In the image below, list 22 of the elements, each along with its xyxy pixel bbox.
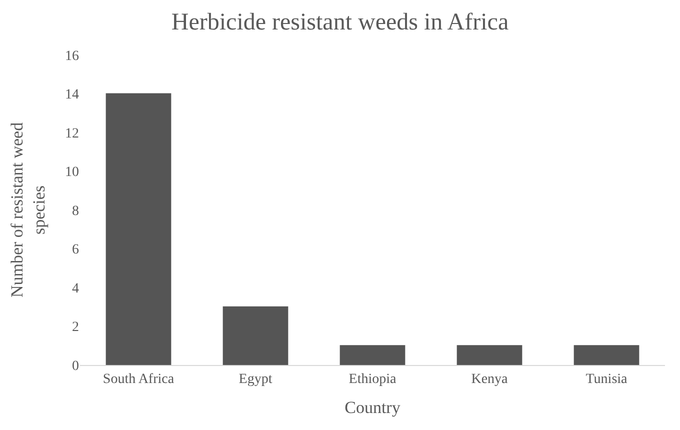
y-tick-label: 6 — [72, 242, 79, 258]
bar — [574, 345, 640, 365]
y-tick-label: 16 — [65, 48, 79, 64]
x-axis-title: Country — [344, 398, 401, 418]
bar — [456, 345, 522, 365]
x-tick-label: Ethiopia — [348, 372, 397, 387]
y-tick-label: 0 — [72, 358, 79, 374]
x-tick-label: South Africa — [102, 372, 175, 387]
y-tick-label: 14 — [65, 88, 79, 103]
y-axis-title: Number of resistant weed species — [7, 122, 49, 298]
y-tick-label: 4 — [72, 281, 79, 296]
bar — [340, 345, 406, 365]
bar — [106, 93, 172, 365]
y-tick-label: 8 — [72, 204, 79, 219]
y-tick-label: 12 — [65, 126, 79, 142]
x-tick-label: Egypt — [238, 372, 272, 387]
x-tick-label: Kenya — [471, 372, 509, 387]
y-tick-label: 10 — [65, 165, 79, 180]
chart-title: Herbicide resistant weeds in Africa — [171, 10, 509, 36]
bar — [222, 306, 288, 365]
y-tick-label: 2 — [72, 320, 79, 336]
x-tick-label: Tunisia — [586, 372, 628, 387]
